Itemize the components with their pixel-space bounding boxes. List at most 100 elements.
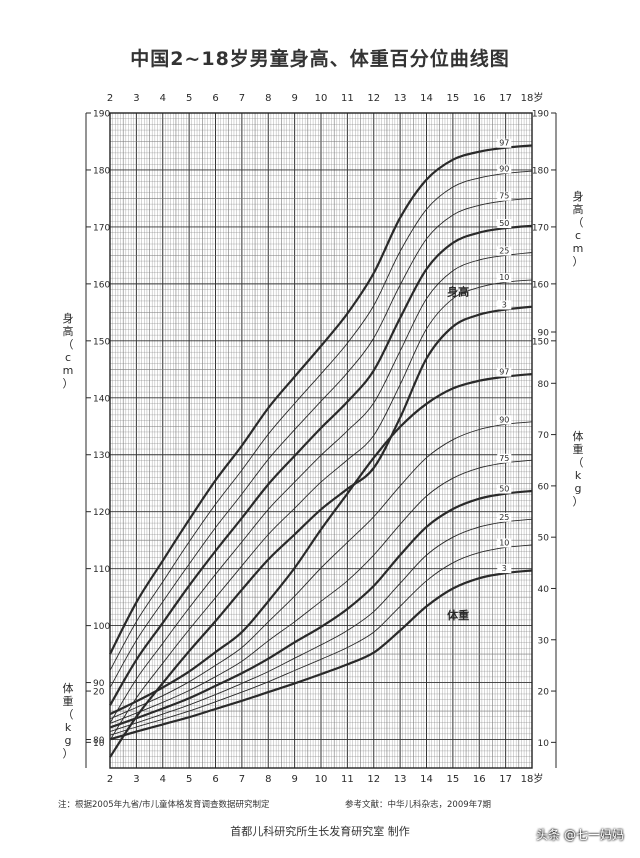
x-tick-label-bottom: 10 <box>315 774 328 785</box>
x-tick-label-top: 14 <box>420 93 433 104</box>
left-height-tick-label: 120 <box>93 508 110 518</box>
left-weight-axis-title-char: 体 <box>63 681 74 695</box>
weight-p25-label-bg <box>497 512 512 522</box>
height-p3-line <box>109 305 533 758</box>
left-height-tick-label: 90 <box>93 679 105 689</box>
right-weight-tick-label: 90 <box>538 329 550 339</box>
x-tick-label-bottom: 6 <box>212 774 218 785</box>
x-tick-label-bottom: 12 <box>367 774 380 785</box>
watermark: 头条 @七一妈妈 <box>536 828 624 842</box>
x-tick-label-top: 11 <box>341 93 354 104</box>
weight-p3-label: 3 <box>502 564 507 573</box>
x-tick-label-bottom: 15 <box>447 774 460 785</box>
x-tick-label-top: 16 <box>473 93 486 104</box>
left-height-axis-title-char: 高 <box>63 324 74 338</box>
x-tick-label-bottom: 17 <box>499 774 512 785</box>
left-weight-axis-title: 体重（kg） <box>63 681 74 760</box>
left-height-axis-title-char: ） <box>63 377 74 390</box>
left-height-tick-label: 100 <box>93 622 110 632</box>
height-p3-label-bg <box>497 300 512 310</box>
height-p97-label: 97 <box>499 139 509 148</box>
x-tick-label-top: 6 <box>212 93 218 104</box>
x-tick-label-top: 10 <box>315 93 328 104</box>
right-height-axis-title-char: 身 <box>573 189 584 203</box>
x-tick-label-top: 2 <box>107 93 113 104</box>
right-weight-tick-label: 80 <box>538 380 550 390</box>
left-height-tick-label: 180 <box>93 166 110 176</box>
right-weight-axis-title-char: 重 <box>573 442 584 456</box>
weight-p25-label: 25 <box>499 513 509 522</box>
right-height-tick-label: 170 <box>532 223 549 233</box>
weight-p50-label: 50 <box>499 485 509 494</box>
x-tick-label-top: 13 <box>394 93 407 104</box>
left-weight-tick-label: 20 <box>93 688 105 698</box>
left-height-axis-title-char: 身 <box>63 311 74 325</box>
height-series-label: 身高 <box>447 284 469 298</box>
x-tick-label-top: 9 <box>291 93 297 104</box>
height-p97-label-bg <box>497 138 512 148</box>
left-weight-axis-title-char: g <box>65 734 72 747</box>
height-p25-label-bg <box>497 246 512 256</box>
left-height-axis-title: 身高（cm） <box>63 311 74 390</box>
right-weight-tick-label: 70 <box>538 431 550 441</box>
left-weight-axis-title-char: （ <box>63 708 74 721</box>
weight-p10-label-bg <box>497 538 512 548</box>
footer-reference: 参考文献：中华儿科杂志，2009年7期 <box>345 800 492 810</box>
weight-p10-label: 10 <box>499 538 509 547</box>
left-height-axis-title-char: m <box>63 364 74 377</box>
weight-p97-label-bg <box>497 367 512 377</box>
right-height-axis-title-char: （ <box>573 216 584 229</box>
x-tick-label-top: 12 <box>367 93 380 104</box>
height-p90-label-bg <box>497 164 512 174</box>
height-p50-label-bg <box>497 219 512 229</box>
left-height-tick-label: 170 <box>93 223 110 233</box>
weight-p10-line <box>109 544 533 736</box>
height-p97-line <box>109 144 533 655</box>
height-p10-label-bg <box>497 273 512 283</box>
height-p90-label: 90 <box>499 164 509 173</box>
height-p50-label: 50 <box>499 219 509 228</box>
right-weight-tick-label: 30 <box>538 636 550 646</box>
right-height-tick-label: 150 <box>532 337 549 347</box>
right-weight-axis-title-char: （ <box>573 456 584 469</box>
weight-series-label: 体重 <box>447 608 469 622</box>
right-weight-tick-label: 40 <box>538 585 550 595</box>
left-height-tick-label: 150 <box>93 337 110 347</box>
x-tick-label-top: 18岁 <box>521 91 544 104</box>
weight-p90-line <box>109 421 533 720</box>
weight-p75-label-bg <box>497 453 512 463</box>
right-height-axis-title-char: m <box>573 242 584 255</box>
x-tick-label-top: 8 <box>265 93 271 104</box>
right-weight-axis-title-char: g <box>575 482 582 495</box>
x-tick-label-bottom: 9 <box>291 774 297 785</box>
height-p10-line <box>109 279 533 741</box>
right-height-tick-label: 180 <box>532 166 549 176</box>
plot-frame <box>109 112 533 769</box>
x-tick-label-top: 5 <box>186 93 192 104</box>
x-tick-label-bottom: 3 <box>133 774 139 785</box>
weight-p75-label: 75 <box>499 454 509 463</box>
left-weight-axis-title-char: ） <box>63 747 74 760</box>
x-tick-label-top: 15 <box>447 93 460 104</box>
x-tick-label-bottom: 4 <box>160 774 166 785</box>
height-p3-label: 3 <box>502 301 507 310</box>
right-height-axis-title: 身高（cm） <box>573 189 584 268</box>
height-p75-label: 75 <box>499 192 509 201</box>
right-weight-tick-label: 60 <box>538 482 550 492</box>
left-weight-axis-title-char: k <box>65 721 72 734</box>
x-tick-label-top: 4 <box>160 93 166 104</box>
weight-p75-line <box>109 459 533 724</box>
chart-title: 中国2~18岁男童身高、体重百分位曲线图 <box>130 48 510 70</box>
x-tick-label-top: 17 <box>499 93 512 104</box>
left-height-tick-label: 160 <box>93 280 110 290</box>
right-weight-axis-title-char: ） <box>573 495 584 508</box>
height-p25-label: 25 <box>499 246 509 255</box>
right-weight-axis-title-char: k <box>575 469 582 482</box>
right-weight-axis-title: 体重（kg） <box>573 429 584 508</box>
left-height-tick-label: 110 <box>93 565 110 575</box>
height-p75-line <box>109 197 533 688</box>
x-tick-label-bottom: 14 <box>420 774 433 785</box>
x-tick-label-bottom: 13 <box>394 774 407 785</box>
weight-p25-line <box>109 518 533 733</box>
footer-note: 注：根据2005年九省/市儿童体格发育调查数据研究制定 <box>58 800 270 810</box>
